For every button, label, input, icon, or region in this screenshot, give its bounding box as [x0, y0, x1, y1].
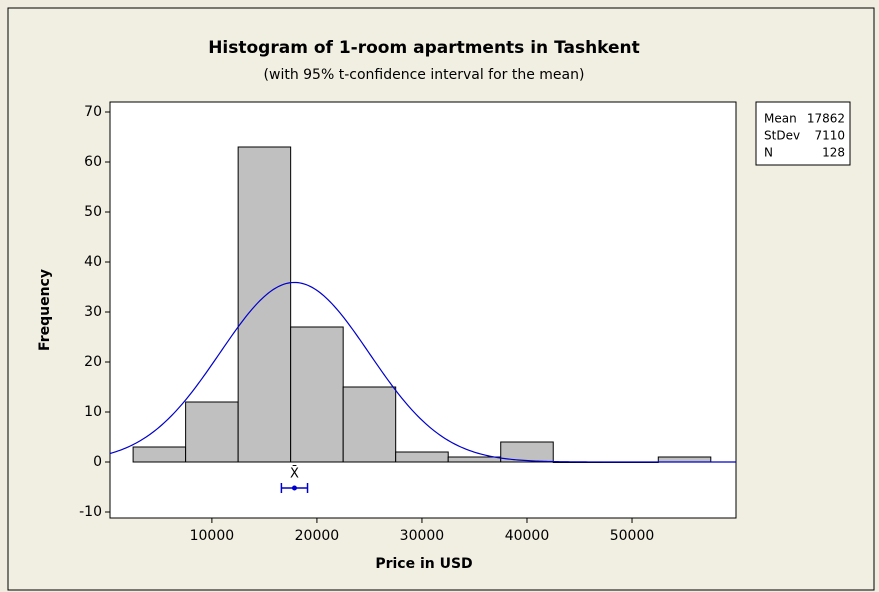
y-tick-label: 0 [93, 454, 102, 470]
ci-label: X̄ [290, 466, 299, 481]
y-tick-label: 50 [84, 204, 102, 220]
bar [447, 456, 502, 463]
y-tick-label: 60 [84, 154, 102, 170]
stat-value: 128 [822, 146, 845, 160]
bar [237, 146, 292, 463]
normal-curve [109, 281, 736, 463]
bar [132, 446, 187, 463]
y-tick-label: 20 [84, 354, 102, 370]
stats-box [755, 101, 851, 166]
y-tick-label: 40 [84, 254, 102, 270]
stat-value: 17862 [807, 112, 845, 126]
bar [185, 401, 239, 463]
x-tick-label: 40000 [505, 528, 550, 544]
bar [290, 326, 344, 463]
y-tick-label: 70 [84, 104, 102, 120]
chart-title: Histogram of 1-room apartments in Tashke… [208, 38, 640, 58]
stat-label: StDev [764, 129, 800, 143]
y-tick-label: 10 [84, 404, 102, 420]
x-tick-label: 20000 [295, 528, 340, 544]
bar [657, 456, 712, 463]
x-tick-label: 10000 [190, 528, 235, 544]
chart-subtitle: (with 95% t-confidence interval for the … [264, 67, 585, 83]
y-tick-label: 30 [84, 304, 102, 320]
y-tick-label: -10 [79, 504, 102, 520]
bar [500, 441, 554, 463]
bar [342, 386, 397, 463]
x-axis-label: Price in USD [375, 556, 472, 572]
bar [395, 451, 449, 463]
stat-label: Mean [764, 112, 797, 126]
stat-value: 7110 [814, 129, 845, 143]
ci-mean [291, 485, 297, 491]
stat-label: N [764, 146, 773, 160]
y-axis-label: Frequency [37, 269, 53, 351]
x-tick-label: 50000 [610, 528, 655, 544]
x-tick-label: 30000 [400, 528, 445, 544]
